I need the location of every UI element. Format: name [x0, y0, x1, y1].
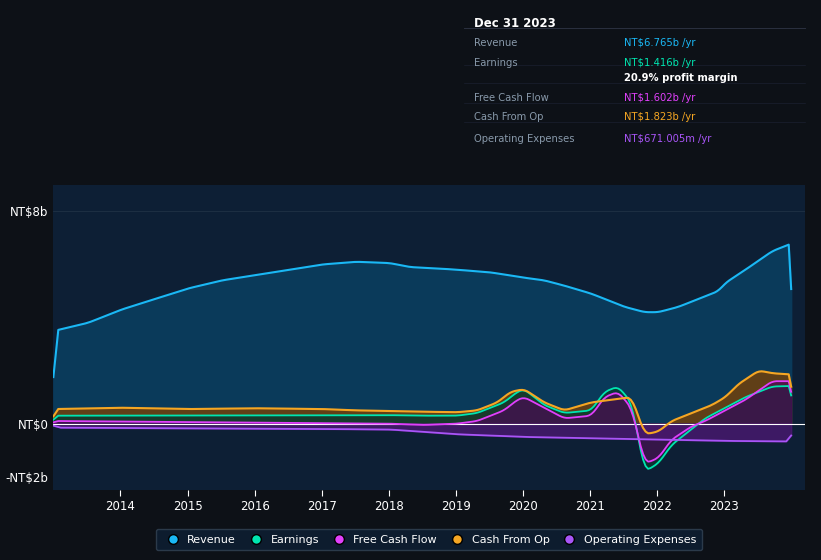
Text: Cash From Op: Cash From Op — [474, 113, 544, 123]
Text: Operating Expenses: Operating Expenses — [474, 134, 575, 144]
Text: NT$1.602b /yr: NT$1.602b /yr — [624, 92, 695, 102]
Text: NT$1.416b /yr: NT$1.416b /yr — [624, 58, 695, 68]
Text: Dec 31 2023: Dec 31 2023 — [474, 17, 556, 30]
Text: 20.9% profit margin: 20.9% profit margin — [624, 73, 737, 83]
Legend: Revenue, Earnings, Free Cash Flow, Cash From Op, Operating Expenses: Revenue, Earnings, Free Cash Flow, Cash … — [156, 529, 702, 550]
Text: NT$1.823b /yr: NT$1.823b /yr — [624, 113, 695, 123]
Text: Revenue: Revenue — [474, 38, 517, 48]
Text: Earnings: Earnings — [474, 58, 518, 68]
Text: NT$6.765b /yr: NT$6.765b /yr — [624, 38, 695, 48]
Text: NT$671.005m /yr: NT$671.005m /yr — [624, 134, 711, 144]
Text: Free Cash Flow: Free Cash Flow — [474, 92, 548, 102]
